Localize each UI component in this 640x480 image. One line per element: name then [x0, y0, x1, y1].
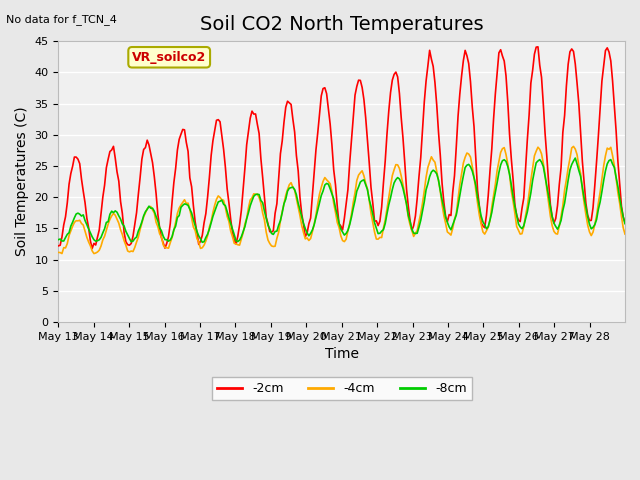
Text: VR_soilco2: VR_soilco2 [132, 51, 206, 64]
X-axis label: Time: Time [324, 347, 358, 361]
Title: Soil CO2 North Temperatures: Soil CO2 North Temperatures [200, 15, 483, 34]
Text: No data for f_TCN_4: No data for f_TCN_4 [6, 14, 117, 25]
Legend: -2cm, -4cm, -8cm: -2cm, -4cm, -8cm [212, 377, 472, 400]
Y-axis label: Soil Temperatures (C): Soil Temperatures (C) [15, 107, 29, 256]
